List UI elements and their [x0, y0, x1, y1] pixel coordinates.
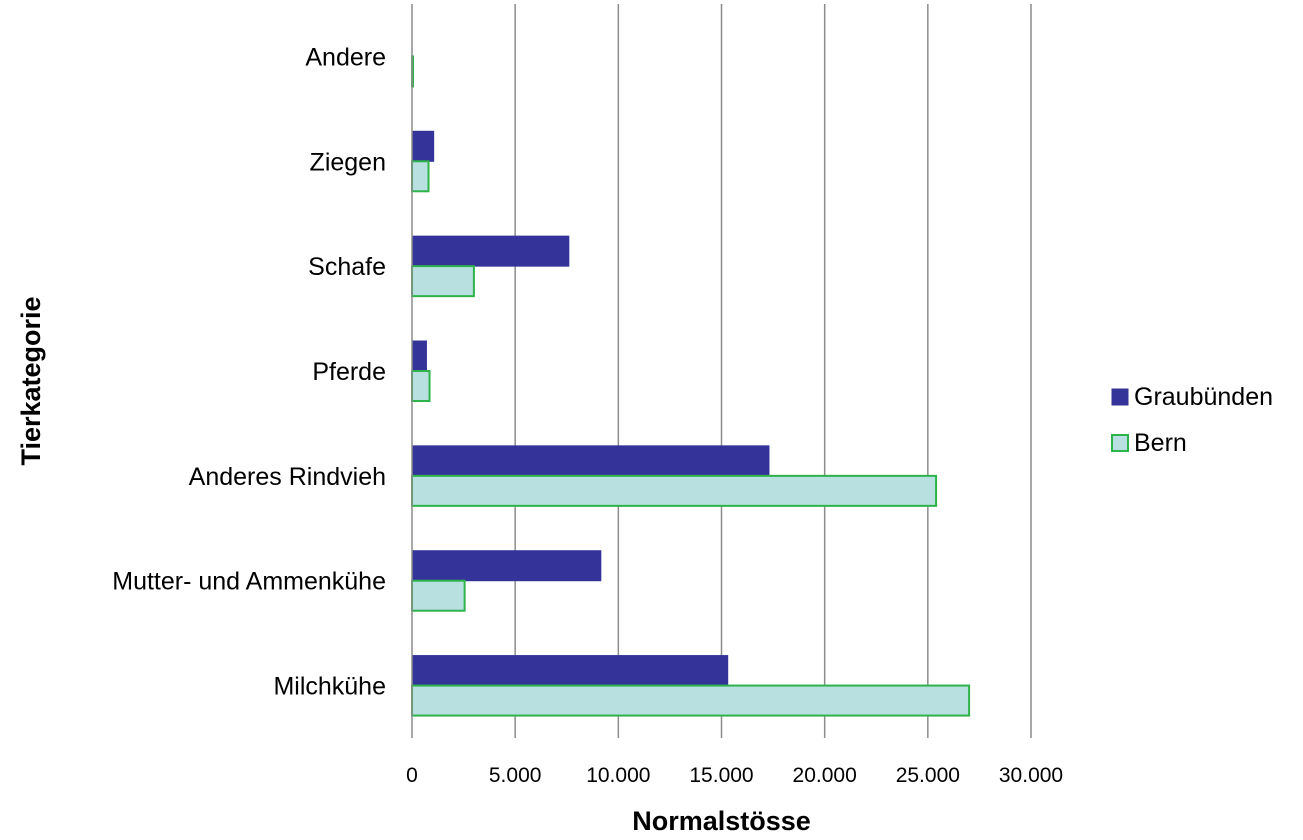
bar-graubünden-2 — [411, 445, 770, 477]
x-tick-label: 30.000 — [999, 764, 1063, 787]
x-tick-label: 15.000 — [689, 764, 753, 787]
x-tick-label: 10.000 — [586, 764, 650, 787]
y-category-label: Andere — [305, 43, 386, 71]
bar-graubünden-5 — [411, 130, 435, 162]
legend-label: Bern — [1134, 429, 1187, 457]
labels: 0 5.000 10.000 15.000 20.000 25.000 30.000 Milc… — [112, 43, 1063, 787]
bar-graubünden-1 — [411, 550, 602, 582]
bar-graubünden-4 — [411, 235, 570, 267]
x-tick-label: 5.000 — [489, 764, 542, 787]
y-category-label: Milchkühe — [273, 673, 386, 701]
bars — [411, 55, 971, 717]
bar-bern-4 — [411, 265, 475, 298]
gridlines — [514, 4, 1032, 738]
bar-bern-3 — [411, 370, 431, 402]
x-axis-title: Normalstösse — [632, 806, 811, 836]
x-tick-label: 20.000 — [793, 764, 857, 787]
x-tick-label: 0 — [406, 764, 418, 787]
y-axis-title: Tierkategorie — [16, 296, 46, 465]
legend: Graubünden Bern — [1111, 383, 1273, 457]
bar-graubünden-0 — [411, 655, 729, 687]
y-category-label: Ziegen — [310, 148, 386, 176]
bar-bern-2 — [411, 474, 938, 507]
legend-label: Graubünden — [1134, 383, 1273, 411]
bar-graubünden-3 — [411, 340, 427, 372]
bar-bern-0 — [411, 684, 971, 717]
legend-swatch — [1111, 388, 1129, 406]
bar-bern-1 — [411, 579, 466, 612]
y-category-label: Anderes Rindvieh — [189, 463, 386, 491]
legend-swatch — [1111, 434, 1129, 452]
y-category-label: Mutter- und Ammenkühe — [112, 568, 386, 596]
x-tick-label: 25.000 — [896, 764, 960, 787]
y-category-label: Schafe — [308, 253, 386, 281]
y-category-label: Pferde — [312, 358, 386, 386]
bar-bern-5 — [411, 160, 430, 193]
